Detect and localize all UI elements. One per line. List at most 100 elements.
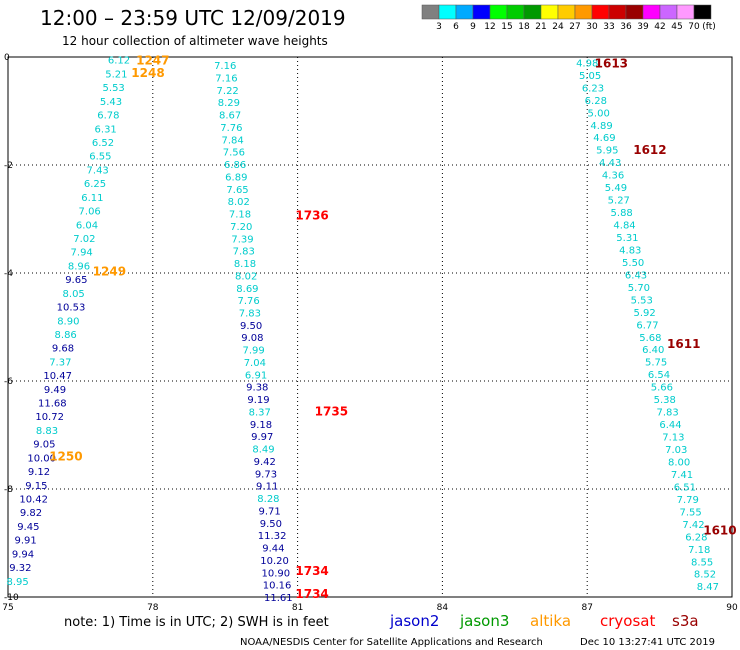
- wave-height-value: 6.28: [585, 96, 607, 107]
- colorbar-swatch: [642, 4, 661, 20]
- wave-height-value: 6.25: [84, 179, 106, 190]
- wave-height-value: 5.92: [634, 308, 656, 319]
- y-tick-label: -4: [4, 269, 13, 279]
- wave-height-value: 6.55: [89, 152, 111, 163]
- wave-height-value: 8.83: [36, 426, 58, 437]
- wave-height-value: 4.36: [602, 171, 624, 182]
- wave-height-value: 5.53: [631, 295, 653, 306]
- wave-height-value: 7.04: [244, 358, 266, 369]
- wave-height-value: 7.76: [220, 123, 242, 134]
- wave-height-value: 6.04: [76, 220, 98, 231]
- colorbar-label: 9: [470, 22, 476, 32]
- colorbar-label: 3: [436, 22, 442, 32]
- wave-height-value: 7.18: [229, 210, 251, 221]
- pass-time-label: 1248: [131, 66, 164, 80]
- wave-height-value: 9.73: [255, 469, 277, 480]
- wave-height-value: 4.83: [619, 245, 641, 256]
- wave-height-values: 6.12 5.21 5.53 5.43 6.78 6.31 6.52 6.55 7.43 6.25…: [7, 56, 719, 604]
- wave-height-value: 8.18: [234, 259, 256, 270]
- y-tick-label: -2: [4, 161, 13, 171]
- wave-height-value: 7.76: [238, 296, 260, 307]
- satellite-legend-entry: cryosat: [600, 612, 655, 630]
- wave-height-value: 8.95: [7, 577, 29, 588]
- chart-subtitle: 12 hour collection of altimeter wave hei…: [62, 34, 328, 48]
- axis-tick-labels: 75 78 81 84 87 90 0 -2 -4 -6 -8 -10: [2, 53, 738, 613]
- chart-title: 12:00 – 23:59 UTC 12/09/2019: [40, 6, 346, 30]
- wave-height-value: 6.28: [685, 532, 707, 543]
- colorbar-label: 36: [620, 22, 632, 32]
- wave-height-value: 7.56: [223, 148, 245, 159]
- colorbar-label: (ft): [702, 22, 716, 32]
- wave-height-value: 9.97: [251, 432, 273, 443]
- pass-time-label: 1612: [633, 143, 666, 157]
- wave-height-value: 4.84: [613, 221, 635, 232]
- wave-height-value: 10.53: [57, 303, 86, 314]
- wave-height-value: 11.61: [264, 593, 293, 604]
- wave-height-value: 9.50: [260, 519, 282, 530]
- wave-height-value: 9.44: [262, 544, 284, 555]
- wave-height-value: 8.02: [235, 271, 257, 282]
- wave-height-value: 9.49: [44, 385, 66, 396]
- wave-height-value: 7.18: [688, 545, 710, 556]
- wave-height-value: 5.00: [588, 108, 610, 119]
- wave-height-value: 8.86: [55, 330, 77, 341]
- wave-height-value: 8.29: [218, 98, 240, 109]
- satellite-legend-entry: jason3: [459, 612, 509, 630]
- wave-height-value: 9.42: [254, 457, 276, 468]
- wave-height-value: 4.89: [590, 121, 612, 132]
- wave-height-value: 8.28: [257, 494, 279, 505]
- y-tick-label: -6: [4, 377, 13, 387]
- wave-height-value: 5.53: [103, 83, 125, 94]
- wave-height-value: 9.82: [20, 508, 42, 519]
- colorbar-swatch: [438, 4, 457, 20]
- wave-height-value: 8.37: [249, 407, 271, 418]
- colorbar-label: 30: [586, 22, 598, 32]
- grid-lines: [7, 56, 733, 598]
- pass-time-label: 1734: [295, 587, 328, 601]
- pass-time-label: 1247: [136, 54, 169, 68]
- wave-height-value: 7.83: [239, 308, 261, 319]
- wave-height-value: 6.54: [648, 370, 670, 381]
- satellite-legend-entry: altika: [530, 612, 571, 630]
- colorbar-label: 39: [637, 22, 649, 32]
- wave-height-value: 7.13: [662, 433, 684, 444]
- colorbar-label: 27: [569, 22, 580, 32]
- colorbar-label: 18: [518, 22, 530, 32]
- wave-height-value: 6.23: [582, 83, 604, 94]
- wave-height-value: 6.77: [636, 320, 658, 331]
- satellite-legend-entry: jason2: [389, 612, 439, 630]
- colorbar-label: 45: [671, 22, 682, 32]
- colorbar-swatch: [523, 4, 542, 20]
- x-tick-label: 84: [437, 603, 449, 613]
- pass-time-label: 1610: [703, 524, 736, 538]
- wave-height-value: 7.03: [665, 445, 687, 456]
- x-tick-label: 90: [726, 603, 738, 613]
- wave-height-value: 8.49: [252, 445, 274, 456]
- wave-height-value: 7.99: [242, 346, 264, 357]
- wave-height-value: 10.20: [260, 556, 289, 567]
- wave-height-value: 7.16: [215, 73, 237, 84]
- x-tick-label: 75: [2, 603, 13, 613]
- wave-height-value: 9.18: [250, 420, 272, 431]
- wave-height-value: 5.66: [651, 383, 673, 394]
- colorbar-swatch: [659, 4, 678, 20]
- colorbar-swatch: [557, 4, 576, 20]
- colorbar-swatch: [506, 4, 525, 20]
- wave-height-value: 7.79: [677, 495, 699, 506]
- colorbar-label: 15: [501, 22, 512, 32]
- wave-height-value: 9.12: [28, 467, 50, 478]
- colorbar-label: 24: [552, 22, 564, 32]
- wave-height-value: 7.37: [49, 357, 71, 368]
- wave-height-value: 7.22: [217, 86, 239, 97]
- wave-height-value: 6.52: [92, 138, 114, 149]
- wave-height-value: 7.20: [230, 222, 252, 233]
- wave-height-value: 8.90: [57, 316, 79, 327]
- wave-height-value: 8.52: [694, 570, 716, 581]
- colorbar-swatch: [608, 4, 627, 20]
- wave-height-value: 8.69: [236, 284, 258, 295]
- wave-height-value: 9.38: [246, 383, 268, 394]
- wave-height-value: 6.44: [659, 420, 681, 431]
